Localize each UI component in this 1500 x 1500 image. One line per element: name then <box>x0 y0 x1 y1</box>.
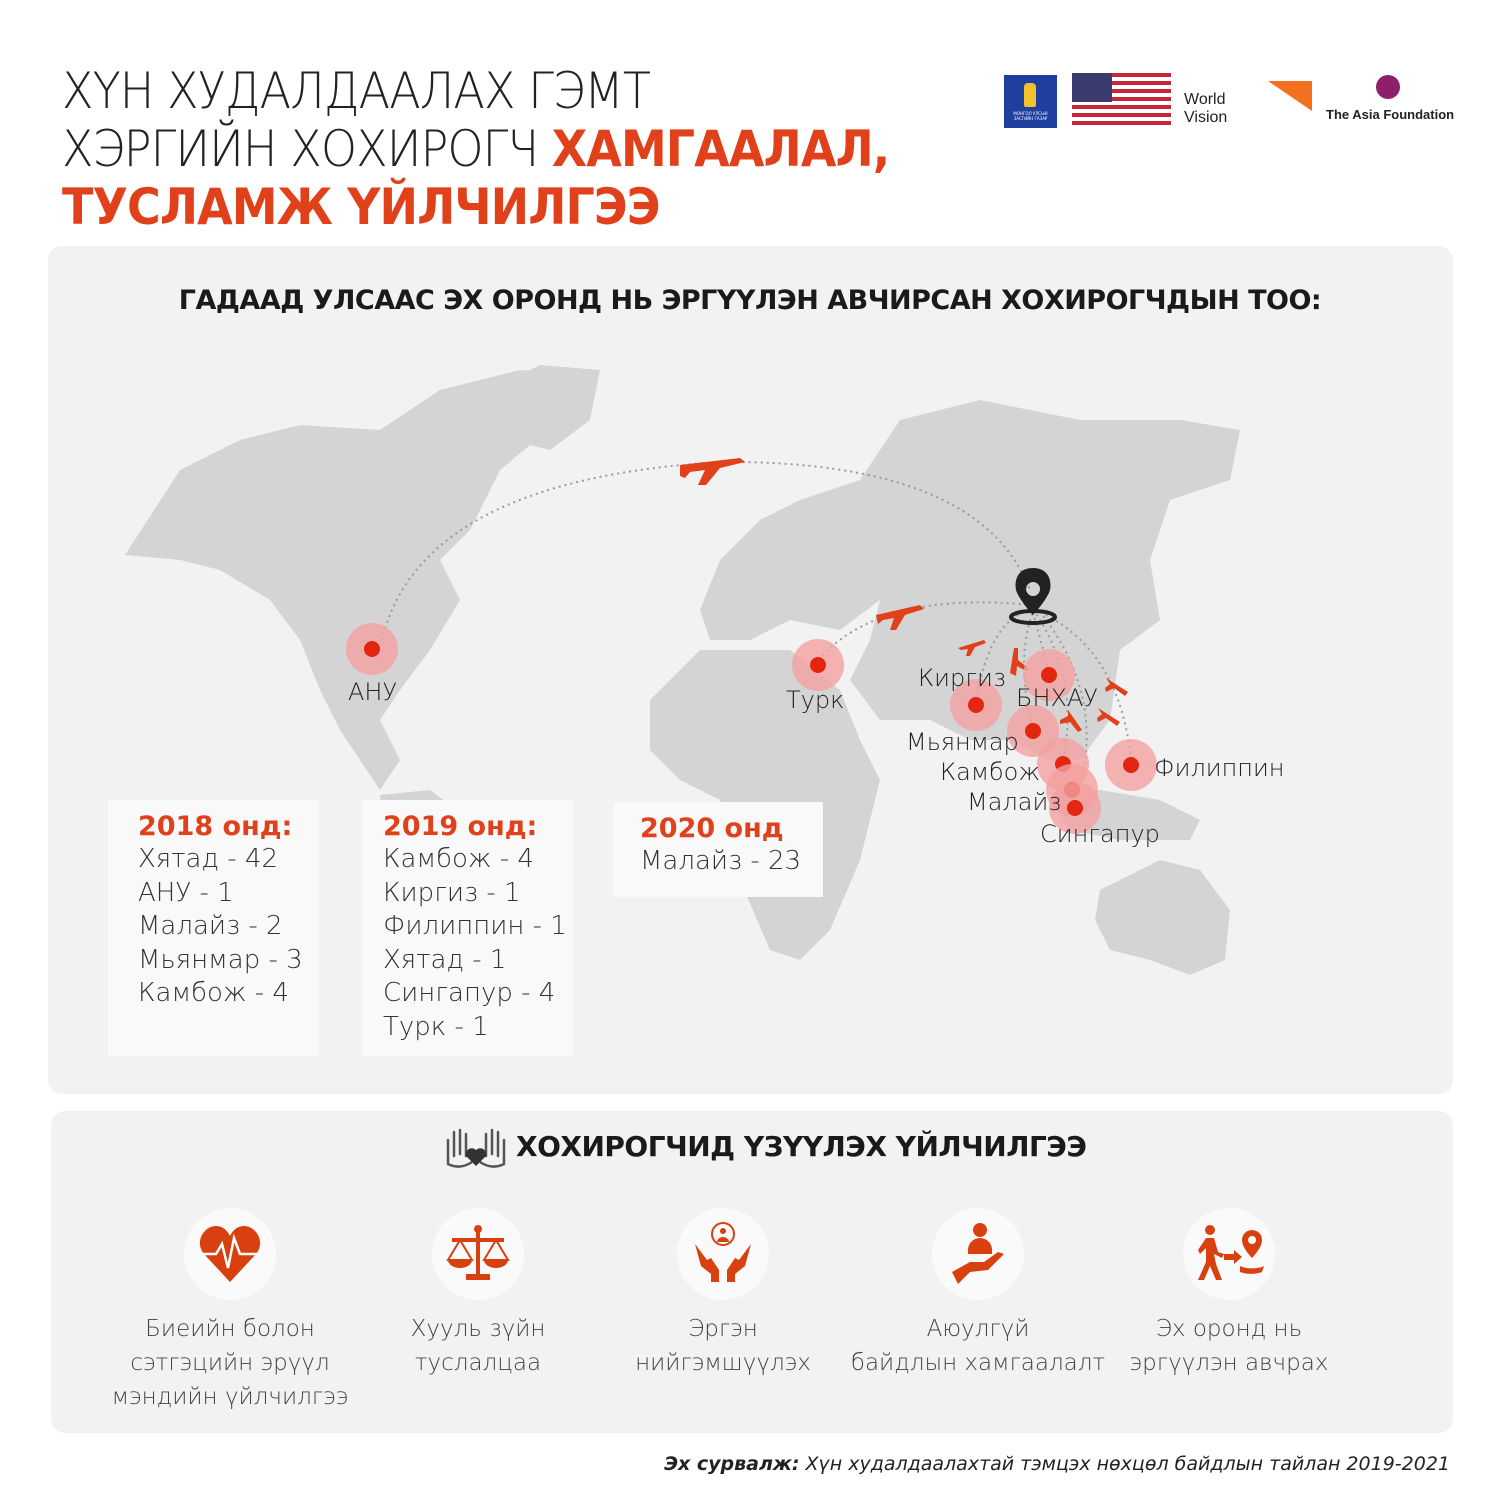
location-pin-icon <box>1015 568 1051 615</box>
hand-person-icon <box>952 1223 1004 1284</box>
mongolia-government-logo: МОНГОЛ УЛСЫН ЗАСГИЙН ГАЗАР <box>1004 75 1057 128</box>
caring-hands-icon <box>446 1128 506 1168</box>
origin-pin <box>1009 568 1057 625</box>
scales-icon <box>446 1225 510 1280</box>
asia-foundation-logo: The Asia Foundation <box>1326 107 1455 122</box>
airplane-icon <box>958 640 986 656</box>
greenland <box>480 365 600 450</box>
year-box-2019: 2019 онд: Камбож - 4 Киргиз - 1 Филиппин… <box>362 800 573 1056</box>
page-title: ХҮН ХУДАЛДААЛАХ ГЭМТ ХЭРГИЙН ХОХИРОГЧ ХА… <box>62 62 890 236</box>
heart-pulse-icon <box>199 1226 261 1282</box>
service-repatriation: Эх оронд нь эргүүлэн авчрах <box>1099 1208 1359 1380</box>
marker-dot <box>1041 667 1057 683</box>
service-protection: Аюулгүй байдлын хамгаалалт <box>848 1208 1108 1380</box>
north-america <box>125 370 590 790</box>
airplane-icon <box>1097 708 1120 726</box>
airplane-icon <box>1010 648 1028 676</box>
hands-person-icon <box>695 1222 751 1282</box>
walk-to-location-icon <box>1198 1225 1264 1280</box>
country-label: Малайз <box>967 788 1062 816</box>
map-heading: ГАДААД УЛСААС ЭХ ОРОНД НЬ ЭРГҮҮЛЭН АВЧИР… <box>178 285 1322 316</box>
marker-dot <box>364 641 380 657</box>
world-vision-logo: World Vision <box>1184 91 1228 126</box>
airplane-icon <box>680 458 745 485</box>
europe <box>700 480 880 640</box>
service-reintegration: Эргэн нийгэмшүүлэх <box>593 1208 853 1380</box>
country-label: Мьянмар <box>906 728 1019 756</box>
airplane-icon <box>1060 710 1082 732</box>
source-note: Эх сурвалж: Хүн худалдаалахтай тэмцэх нө… <box>664 1453 1450 1475</box>
year-box-2018: 2018 онд: Хятад - 42 АНУ - 1 Малайз - 2 … <box>108 800 319 1056</box>
world-map <box>125 365 1240 1040</box>
australia <box>1095 860 1230 975</box>
planes <box>680 458 1128 732</box>
country-markers <box>346 623 1157 834</box>
country-label: АНУ <box>348 678 398 706</box>
country-label: Киргиз <box>918 664 1006 692</box>
marker-dot <box>810 657 826 673</box>
service-health: Биеийн болон сэтгэцийн эрүүл мэндийн үйлчи… <box>100 1208 360 1414</box>
country-label: Сингапур <box>1040 820 1160 848</box>
country-label: Филиппин <box>1154 754 1285 782</box>
country-label: Камбож <box>940 758 1041 786</box>
airplane-icon <box>1105 678 1128 696</box>
services-heading: ХОХИРОГЧИД ҮЗҮҮЛЭХ ҮЙЛЧИЛГЭЭ <box>516 1130 1087 1163</box>
country-label: Турк <box>786 686 845 714</box>
marker-dot <box>1025 723 1041 739</box>
airplane-icon <box>876 605 924 630</box>
asia-foundation-mark-icon <box>1376 75 1400 99</box>
marker-dot <box>1123 757 1139 773</box>
marker-dot <box>1067 800 1083 816</box>
service-legal: Хууль зүйн туслалцаа <box>348 1208 608 1380</box>
marker-dot <box>968 697 984 713</box>
country-label: БНХАУ <box>1016 684 1098 712</box>
us-flag-logo <box>1072 73 1171 126</box>
year-box-2020: 2020 онд Малайз - 23 <box>613 802 823 897</box>
